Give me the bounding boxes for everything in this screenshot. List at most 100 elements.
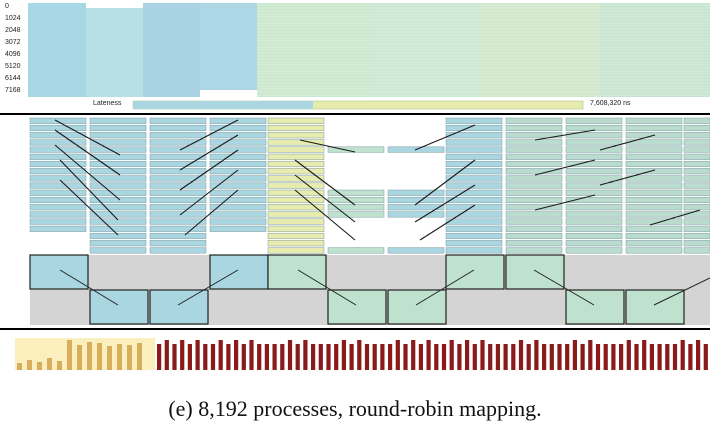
message-line xyxy=(179,149,239,191)
activity-bar xyxy=(272,344,277,370)
process-cell xyxy=(445,153,503,160)
phase-line xyxy=(533,269,595,306)
process-cell xyxy=(267,160,325,168)
process-cell xyxy=(683,168,710,175)
message-line xyxy=(54,129,121,176)
overview-notch xyxy=(86,3,143,8)
activity-bar xyxy=(411,340,416,370)
process-cell xyxy=(505,117,563,124)
process-cell xyxy=(565,204,623,211)
message-line xyxy=(414,124,476,151)
activity-bar xyxy=(195,340,200,370)
activity-bar xyxy=(264,344,269,370)
activity-bar xyxy=(226,344,231,370)
process-cell xyxy=(209,211,267,218)
process-cell xyxy=(683,240,710,247)
process-cell xyxy=(625,240,683,247)
phase-box xyxy=(565,289,625,325)
activity-bar xyxy=(164,340,169,370)
process-cell xyxy=(625,168,683,175)
overview-notch xyxy=(200,90,257,97)
process-cell xyxy=(209,160,267,168)
phase-box xyxy=(327,289,387,325)
process-cell xyxy=(89,218,147,225)
process-cell xyxy=(149,117,207,124)
overview-block xyxy=(200,3,257,97)
activity-bar xyxy=(426,340,431,370)
activity-bar xyxy=(511,344,516,370)
process-cell xyxy=(683,117,710,124)
process-cell xyxy=(505,168,563,175)
activity-bar xyxy=(372,344,377,370)
process-cell xyxy=(505,189,563,196)
process-cell xyxy=(149,232,207,240)
process-cell xyxy=(267,153,325,160)
activity-bar xyxy=(341,340,346,370)
process-cell xyxy=(505,175,563,182)
phase-box xyxy=(505,254,565,290)
phase-line xyxy=(59,269,119,306)
activity-bar xyxy=(203,344,208,370)
activity-bar xyxy=(580,344,585,370)
phase-box xyxy=(89,289,149,325)
process-cell xyxy=(89,160,147,168)
process-cell xyxy=(149,247,207,254)
process-cell xyxy=(149,175,207,182)
process-cell xyxy=(89,132,147,139)
message-line xyxy=(299,139,356,153)
figure-caption: (e) 8,192 processes, round-robin mapping… xyxy=(168,396,542,421)
activity-bar xyxy=(172,344,177,370)
process-cell xyxy=(209,204,267,211)
process-cell xyxy=(565,218,623,225)
process-cell xyxy=(625,117,683,124)
process-cell xyxy=(209,124,267,132)
process-cell xyxy=(625,232,683,240)
process-cell xyxy=(29,160,87,168)
activity-bar xyxy=(117,344,122,370)
process-cell xyxy=(565,182,623,189)
process-cell xyxy=(267,189,325,196)
activity-bar xyxy=(649,344,654,370)
process-cell xyxy=(209,117,267,124)
process-cell xyxy=(267,211,325,218)
message-line xyxy=(294,159,356,206)
activity-bar xyxy=(526,344,531,370)
activity-bar xyxy=(77,345,82,370)
process-cell xyxy=(89,247,147,254)
process-cell xyxy=(267,132,325,139)
rank-tick: 7168 xyxy=(5,87,21,94)
activity-bar xyxy=(218,340,223,370)
activity-bar xyxy=(37,362,42,370)
activity-bar xyxy=(634,344,639,370)
process-cell xyxy=(565,225,623,232)
activity-bar xyxy=(457,344,462,370)
process-cell xyxy=(445,117,503,124)
phase-box xyxy=(445,254,505,290)
message-line xyxy=(414,184,476,223)
process-cell xyxy=(505,153,563,160)
activity-bar xyxy=(257,344,262,370)
activity-bar xyxy=(696,340,701,370)
process-cell xyxy=(445,240,503,247)
message-line xyxy=(59,159,119,221)
process-cell xyxy=(89,240,147,247)
lateness-bar-start xyxy=(133,101,313,109)
process-cell xyxy=(505,232,563,240)
activity-bar xyxy=(280,344,285,370)
activity-bar xyxy=(495,344,500,370)
process-cell xyxy=(149,132,207,139)
process-cell xyxy=(445,160,503,168)
process-cell xyxy=(505,225,563,232)
process-cell xyxy=(29,218,87,225)
activity-bar xyxy=(180,340,185,370)
activity-bar xyxy=(703,344,708,370)
process-cell xyxy=(29,204,87,211)
message-line xyxy=(179,169,239,216)
rank-tick: 4096 xyxy=(5,51,21,58)
process-cell xyxy=(89,225,147,232)
activity-bar xyxy=(503,344,508,370)
process-cell xyxy=(149,196,207,204)
process-cell xyxy=(29,189,87,196)
process-cell xyxy=(387,189,445,196)
process-cell xyxy=(209,218,267,225)
